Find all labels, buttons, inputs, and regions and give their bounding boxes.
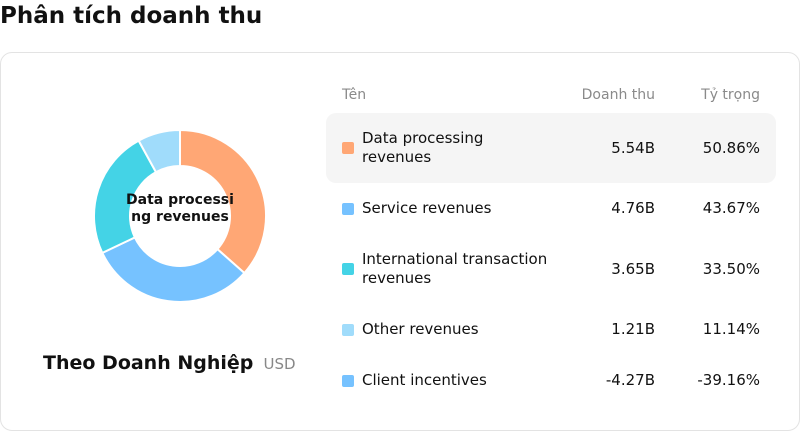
caption-unit: USD xyxy=(263,355,296,373)
legend-swatch xyxy=(342,263,354,275)
row-name: Other revenues xyxy=(362,320,479,338)
caption-title: Theo Doanh Nghiệp xyxy=(43,352,254,374)
row-name: Service revenues xyxy=(362,199,492,217)
row-share: 33.50% xyxy=(702,260,760,278)
header-name: Tên xyxy=(342,87,367,103)
row-revenue: 3.65B xyxy=(611,260,655,278)
donut-chart[interactable]: Data processing revenues xyxy=(94,130,266,302)
row-share: 50.86% xyxy=(702,139,760,157)
header-share: Tỷ trọng xyxy=(701,87,760,103)
row-name: International transaction revenues xyxy=(362,250,548,287)
chart-caption: Theo Doanh Nghiệp USD xyxy=(43,352,296,374)
table-header: Tên Doanh thu Tỷ trọng xyxy=(326,83,776,113)
row-share: 11.14% xyxy=(702,320,760,338)
legend-swatch xyxy=(342,142,354,154)
donut-slice[interactable] xyxy=(179,130,266,275)
legend-swatch xyxy=(342,203,354,215)
row-revenue: -4.27B xyxy=(605,371,655,389)
donut-slice[interactable] xyxy=(100,236,246,302)
table-row[interactable]: Data processing revenues 5.54B 50.86% xyxy=(326,113,776,183)
revenue-card: Data processing revenues Theo Doanh Nghi… xyxy=(0,52,800,431)
header-revenue: Doanh thu xyxy=(581,87,655,103)
table-row[interactable]: International transaction revenues 3.65B… xyxy=(326,234,776,304)
table-row[interactable]: Service revenues 4.76B 43.67% xyxy=(326,183,776,234)
row-revenue: 5.54B xyxy=(611,139,655,157)
table-row[interactable]: Other revenues 1.21B 11.14% xyxy=(326,304,776,355)
page-title: Phân tích doanh thu xyxy=(0,3,263,29)
legend-swatch xyxy=(342,324,354,336)
donut-svg xyxy=(94,130,266,302)
revenue-table: Tên Doanh thu Tỷ trọng Data processing r… xyxy=(326,83,776,406)
row-name: Client incentives xyxy=(362,371,487,389)
donut-slice[interactable] xyxy=(137,130,181,174)
row-name: Data processing revenues xyxy=(362,129,484,166)
row-revenue: 1.21B xyxy=(611,320,655,338)
legend-swatch xyxy=(342,375,354,387)
donut-center-label: Data processing revenues xyxy=(126,192,234,225)
row-revenue: 4.76B xyxy=(611,199,655,217)
table-row[interactable]: Client incentives -4.27B -39.16% xyxy=(326,355,776,406)
row-share: -39.16% xyxy=(697,371,760,389)
row-share: 43.67% xyxy=(702,199,760,217)
